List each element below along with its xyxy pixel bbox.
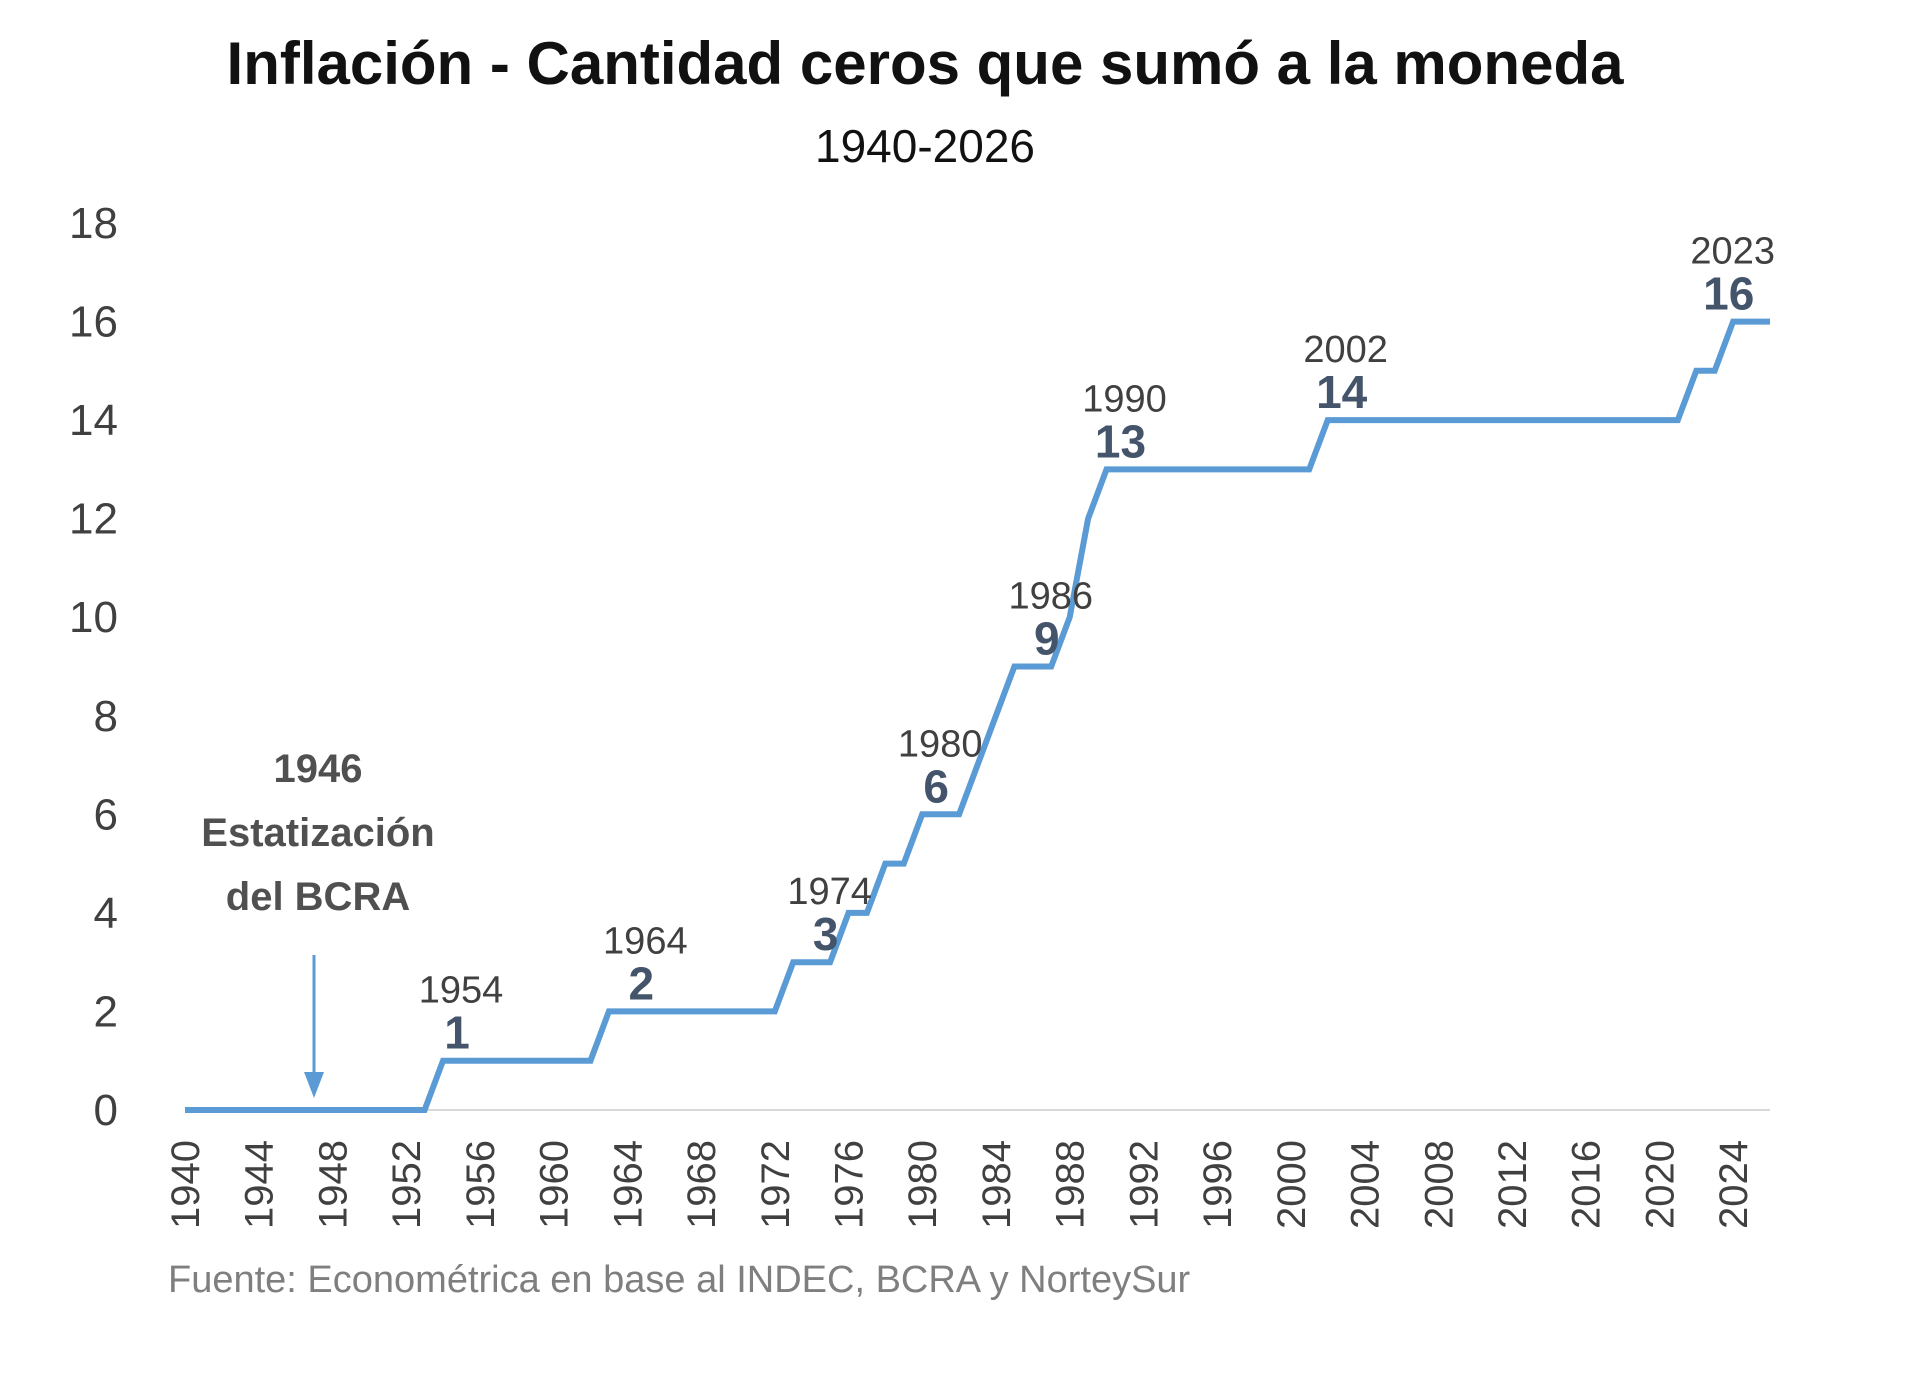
series-path xyxy=(185,318,1770,1113)
source-note: Fuente: Econométrica en base al INDEC, B… xyxy=(168,1259,1191,1301)
x-tick-label: 1988 xyxy=(1049,1140,1093,1229)
y-tick-label: 12 xyxy=(69,495,118,544)
x-tick-label: 1980 xyxy=(901,1140,945,1229)
x-tick-label: 1956 xyxy=(459,1140,503,1229)
annotation-value: 14 xyxy=(1316,366,1368,418)
series-line xyxy=(185,318,1770,1113)
annotation-year: 1954 xyxy=(419,970,504,1012)
y-tick-label: 10 xyxy=(69,593,118,642)
y-tick-label: 4 xyxy=(94,889,118,938)
x-tick-label: 1968 xyxy=(680,1140,724,1229)
annotation-value: 3 xyxy=(813,908,839,960)
chart-subtitle: 1940-2026 xyxy=(815,120,1035,172)
annotations: 1954119642197431980619869199013200214202… xyxy=(419,231,1775,1059)
y-tick-label: 6 xyxy=(94,790,118,839)
annotation-year: 1980 xyxy=(898,723,983,765)
x-tick-label: 1944 xyxy=(238,1140,282,1229)
annotation-value: 6 xyxy=(923,760,949,812)
x-tick-label: 1948 xyxy=(311,1140,355,1229)
x-tick-label: 2012 xyxy=(1491,1140,1535,1229)
x-tick-label: 2008 xyxy=(1417,1140,1461,1229)
annotation-value: 16 xyxy=(1703,268,1754,320)
x-tick-label: 1952 xyxy=(385,1140,429,1229)
x-tick-label: 2024 xyxy=(1712,1140,1756,1229)
x-axis: 1940 1944 1948 1952 1956 1960 1964 1968 1972 1976… xyxy=(164,1109,1770,1229)
event-note: 1946 Estatización del BCRA xyxy=(201,747,435,1098)
annotation-year: 1964 xyxy=(603,920,688,962)
x-tick-label: 2016 xyxy=(1565,1140,1609,1229)
annotation-value: 13 xyxy=(1095,415,1146,467)
x-tick-label: 1964 xyxy=(606,1140,650,1229)
annotation-year: 1990 xyxy=(1082,378,1167,420)
annotation-value: 2 xyxy=(629,957,655,1009)
event-note-line-1: 1946 xyxy=(274,747,363,791)
x-tick-label: 1996 xyxy=(1196,1140,1240,1229)
x-tick-label: 1940 xyxy=(164,1140,208,1229)
x-tick-label: 1972 xyxy=(754,1140,798,1229)
x-tick-label: 1992 xyxy=(1122,1140,1166,1229)
event-note-line-2: Estatización xyxy=(201,811,434,855)
annotation-value: 1 xyxy=(444,1007,470,1059)
y-tick-label: 14 xyxy=(69,396,118,445)
y-axis: 0 2 4 6 8 10 12 14 16 18 xyxy=(69,199,118,1135)
y-tick-label: 18 xyxy=(69,199,118,248)
y-tick-label: 16 xyxy=(69,298,118,347)
y-tick-label: 0 xyxy=(94,1086,118,1135)
x-tick-label: 1976 xyxy=(827,1140,871,1229)
chart-title: Inflación - Cantidad ceros que sumó a la… xyxy=(227,30,1625,97)
x-tick-label: 2004 xyxy=(1344,1140,1388,1229)
annotation-year: 2002 xyxy=(1303,329,1388,371)
annotation-year: 1986 xyxy=(1009,576,1094,618)
x-tick-label: 1984 xyxy=(975,1140,1019,1229)
x-tick-label: 2020 xyxy=(1638,1140,1682,1229)
annotation-year: 2023 xyxy=(1690,231,1775,273)
event-arrow-head xyxy=(304,1072,325,1098)
annotation-value: 9 xyxy=(1034,613,1060,665)
event-note-line-3: del BCRA xyxy=(226,875,410,919)
x-tick-label: 1960 xyxy=(533,1140,577,1229)
x-tick-label: 2000 xyxy=(1270,1140,1314,1229)
y-tick-label: 8 xyxy=(94,692,118,741)
y-tick-label: 2 xyxy=(94,987,118,1036)
annotation-year: 1974 xyxy=(787,871,872,913)
